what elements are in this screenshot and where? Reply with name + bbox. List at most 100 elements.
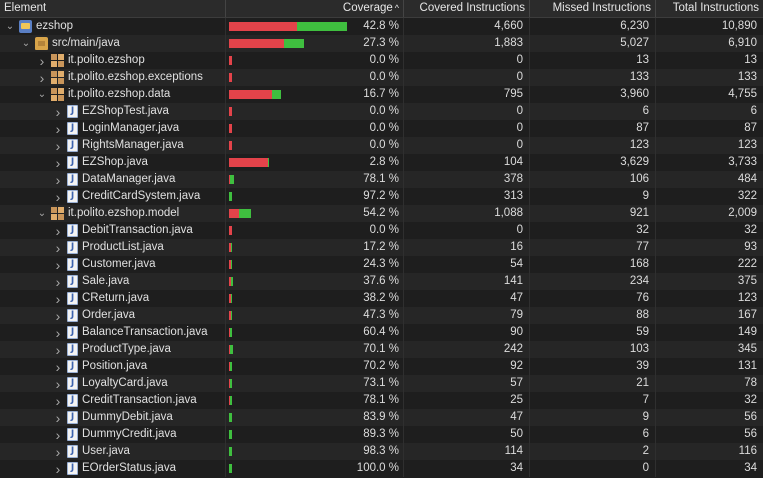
total-instructions-cell: 484 [737,173,757,185]
coverage-cell: 60.4 % [226,324,404,341]
covered-bar-segment [230,396,232,405]
table-row[interactable]: › J ProductType.java 70.1 % 242 103 345 [0,341,763,358]
covered-instructions-cell: 57 [404,375,530,392]
table-row[interactable]: › J Order.java 47.3 % 79 88 167 [0,307,763,324]
column-header-missed-instructions[interactable]: Missed Instructions [530,0,656,17]
chevron-right-icon[interactable]: › [55,409,61,426]
coverage-cell: 2.8 % [226,154,404,171]
table-row[interactable]: › J DummyDebit.java 83.9 % 47 9 56 [0,409,763,426]
java-file-icon: J [67,241,78,254]
table-row[interactable]: › J LoginManager.java 0.0 % 0 87 87 [0,120,763,137]
coverage-bar [229,464,232,473]
chevron-right-icon[interactable]: › [55,290,61,307]
missed-instructions-cell: 106 [530,171,656,188]
element-name: Order.java [82,309,136,321]
table-row[interactable]: › J EOrderStatus.java 100.0 % 34 0 34 [0,460,763,477]
element-cell: › J Position.java [0,358,226,375]
chevron-right-icon[interactable]: › [55,120,61,137]
chevron-right-icon[interactable]: › [55,256,61,273]
element-cell: › it.polito.ezshop [0,52,226,69]
covered-bar-segment [231,294,232,303]
table-row[interactable]: › J RightsManager.java 0.0 % 0 123 123 [0,137,763,154]
chevron-right-icon[interactable]: › [55,103,61,120]
java-file-icon: J [67,122,78,135]
chevron-down-icon[interactable]: ⌄ [37,207,47,219]
element-cell: › J BalanceTransaction.java [0,324,226,341]
element-cell: ⌄ ezshop [0,18,226,35]
table-row[interactable]: ⌄ src/main/java 27.3 % 1,883 5,027 6,910 [0,35,763,52]
covered-bar-segment [239,209,251,218]
missed-instructions-cell: 9 [530,409,656,426]
chevron-down-icon[interactable]: ⌄ [37,88,47,100]
table-row[interactable]: ⌄ ezshop 42.8 % 4,660 6,230 10,890 [0,18,763,35]
chevron-right-icon[interactable]: › [55,188,61,205]
chevron-right-icon[interactable]: › [55,273,61,290]
chevron-right-icon[interactable]: › [55,375,61,392]
chevron-right-icon[interactable]: › [55,443,61,460]
chevron-right-icon[interactable]: › [39,69,45,86]
java-file-icon: J [67,156,78,169]
table-row[interactable]: › J DummyCredit.java 89.3 % 50 6 56 [0,426,763,443]
coverage-percent: 37.6 % [363,275,399,287]
chevron-right-icon[interactable]: › [55,171,61,188]
chevron-right-icon[interactable]: › [55,154,61,171]
coverage-bar [229,90,281,99]
column-header-element[interactable]: Element [0,0,226,17]
chevron-right-icon[interactable]: › [55,137,61,154]
table-row[interactable]: › J Sale.java 37.6 % 141 234 375 [0,273,763,290]
missed-bar-segment [229,56,232,65]
chevron-right-icon[interactable]: › [55,222,61,239]
chevron-down-icon[interactable]: ⌄ [5,20,15,32]
chevron-right-icon[interactable]: › [55,239,61,256]
element-name: CreditTransaction.java [82,394,197,406]
table-row[interactable]: › J BalanceTransaction.java 60.4 % 90 59 149 [0,324,763,341]
table-row[interactable]: ⌄ it.polito.ezshop.data 16.7 % 795 3,960 4,75… [0,86,763,103]
column-header-covered-instructions[interactable]: Covered Instructions [404,0,530,17]
chevron-right-icon[interactable]: › [55,324,61,341]
chevron-right-icon[interactable]: › [55,392,61,409]
chevron-right-icon[interactable]: › [55,460,61,477]
total-instructions-cell: 34 [744,462,757,474]
table-row[interactable]: › J DataManager.java 78.1 % 378 106 484 [0,171,763,188]
total-instructions-cell: 56 [744,411,757,423]
table-row[interactable]: › J Customer.java 24.3 % 54 168 222 [0,256,763,273]
missed-instructions-cell: 32 [530,222,656,239]
element-name: RightsManager.java [82,139,184,151]
missed-bar-segment [229,311,231,320]
covered-instructions-cell: 0 [404,137,530,154]
table-row[interactable]: › J EZShop.java 2.8 % 104 3,629 3,733 [0,154,763,171]
table-row[interactable]: › J LoyaltyCard.java 73.1 % 57 21 78 [0,375,763,392]
column-header-total-instructions[interactable]: Total Instructions [672,2,759,14]
missed-bar-segment [229,379,230,388]
element-name: it.polito.ezshop.exceptions [68,71,203,83]
table-row[interactable]: ⌄ it.polito.ezshop.model 54.2 % 1,088 921 2,0… [0,205,763,222]
element-cell: › it.polito.ezshop.exceptions [0,69,226,86]
total-instructions-cell: 375 [737,275,757,287]
chevron-right-icon[interactable]: › [55,358,61,375]
table-row[interactable]: › J Position.java 70.2 % 92 39 131 [0,358,763,375]
table-row[interactable]: › J EZShopTest.java 0.0 % 0 6 6 [0,103,763,120]
covered-instructions-cell: 1,088 [404,205,530,222]
table-row[interactable]: › J CreditTransaction.java 78.1 % 25 7 32 [0,392,763,409]
column-header-coverage[interactable]: Coverage ^ [226,0,404,17]
chevron-right-icon[interactable]: › [55,426,61,443]
element-cell: › J Sale.java [0,273,226,290]
table-row[interactable]: › J CreditCardSystem.java 97.2 % 313 9 322 [0,188,763,205]
chevron-right-icon[interactable]: › [39,52,45,69]
element-cell: › J ProductList.java [0,239,226,256]
table-row[interactable]: › J DebitTransaction.java 0.0 % 0 32 32 [0,222,763,239]
table-row[interactable]: › it.polito.ezshop.exceptions 0.0 % 0 133 133 [0,69,763,86]
table-row[interactable]: › J CReturn.java 38.2 % 47 76 123 [0,290,763,307]
element-name: Position.java [82,360,148,372]
table-row[interactable]: › it.polito.ezshop 0.0 % 0 13 13 [0,52,763,69]
chevron-right-icon[interactable]: › [55,341,61,358]
element-name: LoyaltyCard.java [82,377,168,389]
coverage-percent: 97.2 % [363,190,399,202]
chevron-down-icon[interactable]: ⌄ [21,37,31,49]
table-row[interactable]: › J ProductList.java 17.2 % 16 77 93 [0,239,763,256]
total-instructions-cell: 123 [737,292,757,304]
coverage-percent: 78.1 % [363,394,399,406]
chevron-right-icon[interactable]: › [55,307,61,324]
table-row[interactable]: › J User.java 98.3 % 114 2 116 [0,443,763,460]
coverage-percent: 60.4 % [363,326,399,338]
